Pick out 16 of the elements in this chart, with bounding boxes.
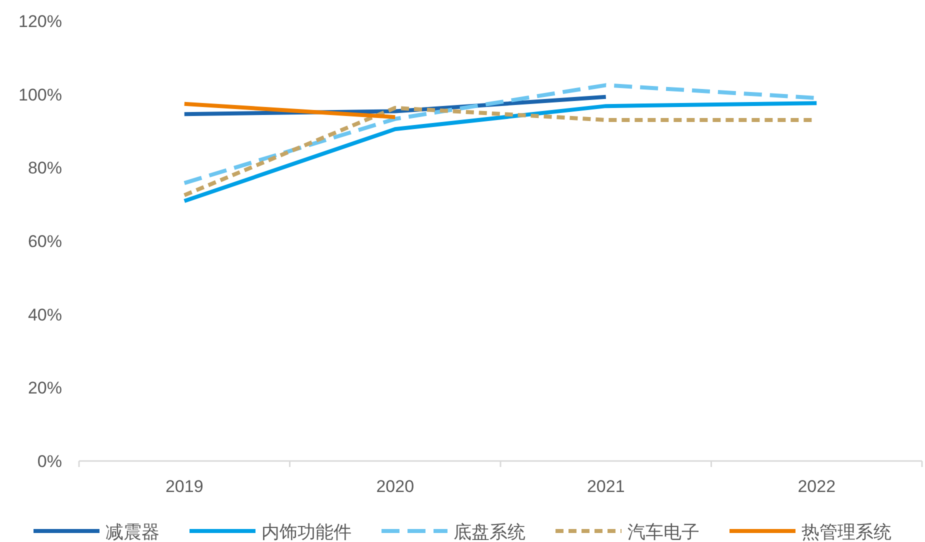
y-tick-label: 0%: [37, 452, 62, 471]
y-tick-label: 60%: [28, 232, 62, 251]
legend-label: 热管理系统: [802, 522, 892, 542]
x-tick-label: 2019: [165, 477, 204, 496]
legend-label: 减震器: [106, 522, 160, 542]
legend-label: 底盘系统: [454, 522, 526, 542]
legend-label: 汽车电子: [628, 522, 700, 542]
x-tick-label: 2020: [376, 477, 414, 496]
legend-label: 内饰功能件: [262, 522, 352, 542]
x-tick-label: 2021: [586, 477, 625, 496]
y-tick-label: 20%: [28, 378, 62, 398]
x-tick-label: 2022: [798, 477, 836, 496]
y-tick-label: 120%: [18, 12, 62, 31]
y-tick-label: 80%: [28, 158, 62, 178]
y-tick-label: 40%: [28, 305, 62, 324]
y-tick-label: 100%: [18, 85, 62, 104]
